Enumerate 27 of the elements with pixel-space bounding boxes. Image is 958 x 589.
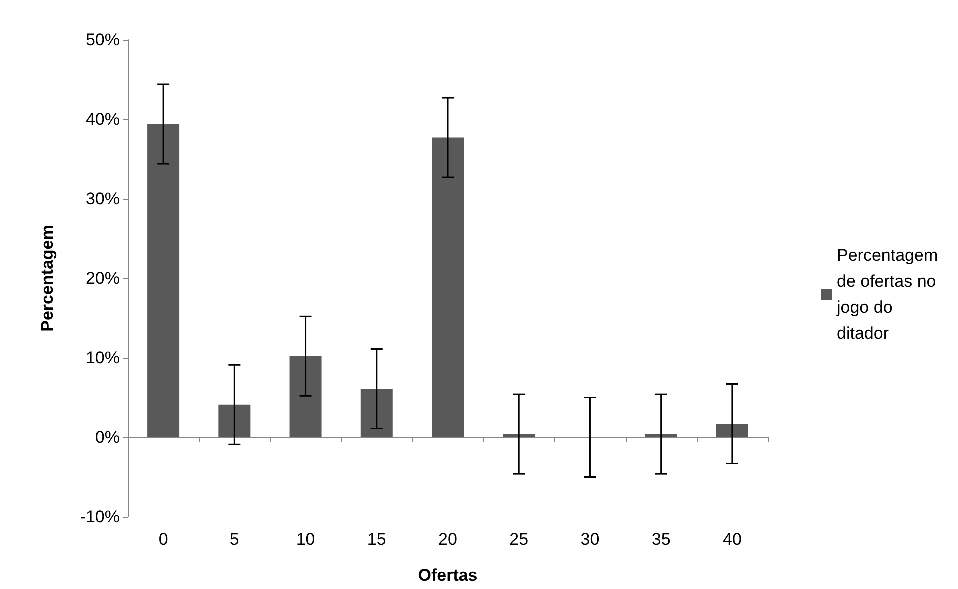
bar (148, 124, 180, 438)
x-tick-label: 15 (367, 530, 386, 549)
x-tick-label: 35 (652, 530, 671, 549)
bar (645, 434, 678, 438)
x-tick-label: 40 (722, 530, 742, 549)
y-tick-label: 40% (86, 110, 120, 129)
y-tick-label: 20% (86, 269, 120, 288)
bar (290, 356, 322, 438)
bar (218, 404, 251, 438)
x-tick-label: 20 (438, 530, 458, 549)
legend-label: Percentagem de ofertas no jogo do ditador (836, 246, 943, 343)
y-tick-label: 0% (95, 428, 120, 447)
y-tick-label: -10% (80, 508, 120, 526)
x-tick-label: 30 (580, 530, 600, 549)
x-axis-title: Ofertas (418, 566, 478, 585)
x-tick-label: 0 (158, 530, 168, 549)
y-axis-title: Percentagem (38, 225, 57, 332)
bar (503, 434, 536, 438)
bar (360, 389, 393, 438)
x-tick-label: 25 (510, 530, 529, 549)
x-tick-label: 10 (296, 530, 316, 549)
y-tick-label: 50% (86, 30, 120, 50)
x-tick-label: 5 (230, 530, 240, 549)
bar (716, 424, 748, 438)
bar (432, 138, 464, 438)
y-tick-label: 30% (86, 190, 120, 208)
y-tick-label: 10% (86, 348, 120, 368)
